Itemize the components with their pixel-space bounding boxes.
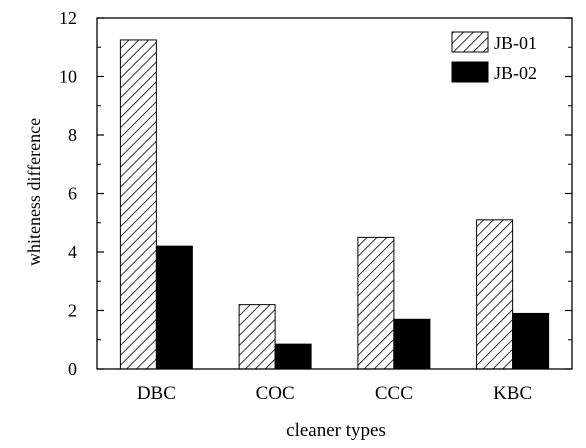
- y-tick-label: 2: [68, 301, 77, 321]
- bar-jb-02-kbc: [512, 312, 550, 370]
- y-axis-label: whiteness difference: [24, 118, 44, 266]
- ticks-layer: DBC COC CCC KBC 0 2 4 6 8 10 12: [59, 8, 572, 404]
- bars-layer: [119, 39, 550, 370]
- y-tick-label: 4: [68, 242, 77, 262]
- legend-swatch-jb-02: [451, 61, 489, 83]
- x-tick-label: DBC: [137, 383, 176, 404]
- legend-label-jb-01: JB-01: [494, 33, 537, 53]
- bar-jb-01-kbc: [476, 219, 514, 370]
- bar-jb-02-ccc: [393, 318, 431, 370]
- bar-jb-01-ccc: [357, 236, 395, 370]
- bar-jb-01-coc: [238, 304, 276, 370]
- bar-jb-01-dbc: [119, 39, 157, 370]
- x-tick-label: KBC: [493, 383, 532, 404]
- y-tick-label: 10: [59, 67, 77, 87]
- x-tick-label: CCC: [375, 383, 413, 404]
- x-tick-label: COC: [256, 383, 295, 404]
- bar-jb-02-dbc: [155, 245, 193, 370]
- y-tick-label: 12: [59, 8, 77, 28]
- bar-jb-02-coc: [274, 343, 312, 370]
- y-tick-label: 8: [68, 125, 77, 145]
- y-tick-label: 6: [68, 184, 77, 204]
- legend: JB-01 JB-02: [451, 31, 537, 83]
- legend-label-jb-02: JB-02: [494, 63, 537, 83]
- x-axis-label: cleaner types: [286, 420, 386, 441]
- y-tick-label: 0: [68, 359, 77, 379]
- legend-swatch-jb-01: [451, 31, 489, 53]
